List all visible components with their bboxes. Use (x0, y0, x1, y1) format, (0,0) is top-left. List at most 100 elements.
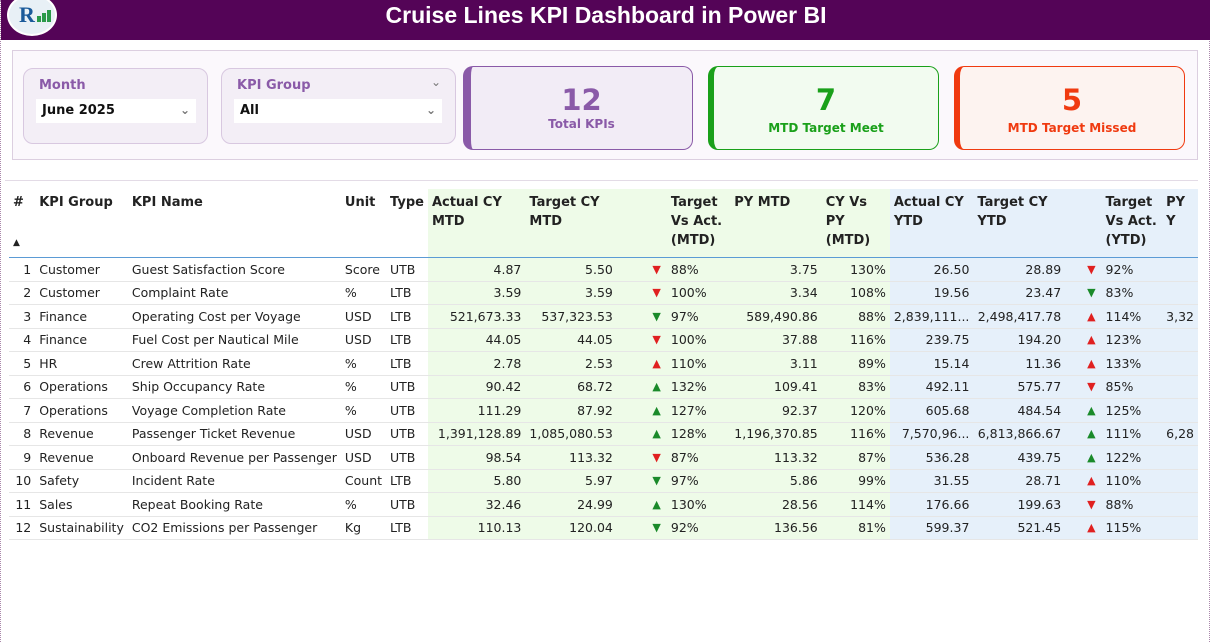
column-header-row-number[interactable]: # ▲ (9, 189, 36, 258)
table-row[interactable]: 1 Customer Guest Satisfaction Score Score UT… (9, 257, 1198, 282)
actual-cy-ytd-cell: 605.68 (889, 398, 974, 423)
target-vs-act-mtd-cell: 130% (666, 492, 731, 517)
table-row[interactable]: 9 Revenue Onboard Revenue per Passenger USD… (9, 445, 1198, 470)
total-kpis-label: Total KPIs (548, 117, 615, 131)
column-header-py-mtd[interactable]: PY MTD (730, 189, 822, 258)
table-row[interactable]: 3 Finance Operating Cost per Voyage USD LTB 5… (9, 304, 1198, 329)
unit-cell: USD (340, 304, 387, 329)
month-label: Month (39, 78, 86, 93)
kpi-group-cell: Operations (35, 375, 128, 399)
ytd-status-arrow-cell: ▲ (1065, 445, 1102, 470)
target-vs-act-ytd-cell: 133% (1101, 351, 1163, 376)
row-number-cell: 3 (9, 304, 36, 329)
actual-cy-ytd-cell: 536.28 (889, 445, 974, 470)
actual-cy-mtd-cell: 90.42 (427, 375, 526, 399)
column-header-cy-vs-py-mtd[interactable]: CY Vs PY (MTD) (821, 189, 890, 258)
unit-cell: Count (340, 469, 387, 493)
kpi-group-dropdown[interactable]: All ⌄ (234, 99, 442, 123)
table-row[interactable]: 7 Operations Voyage Completion Rate% UTB 111… (9, 398, 1198, 423)
actual-cy-mtd-cell: 44.05 (427, 328, 526, 352)
actual-cy-mtd-cell: 4.87 (427, 257, 526, 282)
column-header-target-cy-mtd[interactable]: Target CY MTD (525, 189, 617, 258)
row-number-cell: 12 (9, 516, 36, 540)
target-vs-act-mtd-cell: 97% (666, 469, 731, 493)
mtd-target-meet-card: 7 MTD Target Meet (708, 66, 939, 150)
table-row[interactable]: 10 Safety Incident Rate Count LTB 5.80 5.97 ▼ 97… (9, 469, 1198, 493)
triangle-down-icon: ▼ (652, 521, 661, 535)
target-cy-mtd-cell: 113.32 (525, 445, 617, 470)
target-cy-mtd-cell: 120.04 (525, 516, 617, 540)
month-dropdown[interactable]: June 2025 ⌄ (36, 99, 196, 123)
py-ytd-cell (1162, 445, 1198, 470)
type-cell: UTB (386, 398, 428, 423)
kpi-name-cell: Repeat Booking Rate (127, 492, 341, 517)
kpi-group-label: KPI Group (237, 78, 311, 93)
table-row[interactable]: 4 Finance Fuel Cost per Nautical Mile USD LT… (9, 328, 1198, 352)
column-header-py-ytd[interactable]: PY Y (1162, 189, 1198, 258)
column-header-unit[interactable]: Unit (340, 189, 387, 258)
cy-vs-py-mtd-cell: 83% (821, 375, 890, 399)
row-number-cell: 11 (9, 492, 36, 517)
triangle-down-icon: ▼ (1087, 262, 1096, 276)
ytd-status-arrow-cell: ▼ (1065, 257, 1102, 282)
target-vs-act-ytd-cell: 115% (1101, 516, 1163, 540)
type-cell: LTB (386, 516, 428, 540)
target-cy-ytd-cell: 439.75 (973, 445, 1066, 470)
mtd-status-arrow-cell: ▼ (616, 328, 667, 352)
table-row[interactable]: 8 Revenue Passenger Ticket Revenue USD UTB 1,… (9, 422, 1198, 446)
kpi-group-slicer[interactable]: KPI Group ⌄ All ⌄ (221, 68, 456, 144)
actual-cy-mtd-cell: 521,673.33 (427, 304, 526, 329)
target-cy-mtd-cell: 68.72 (525, 375, 617, 399)
ytd-status-arrow-cell: ▼ (1065, 281, 1102, 305)
table-row[interactable]: 2 Customer Complaint Rate% LTB 3.59 3.59 ▼ 100%… (9, 281, 1198, 305)
column-header-ytd-status-arrow[interactable] (1065, 189, 1102, 258)
py-mtd-cell: 3.11 (730, 351, 822, 376)
target-vs-act-mtd-cell: 97% (666, 304, 731, 329)
target-cy-mtd-cell: 5.97 (525, 469, 617, 493)
kpi-group-cell: Safety (35, 469, 128, 493)
triangle-down-icon: ▼ (1087, 497, 1096, 511)
chevron-down-icon[interactable]: ⌄ (430, 75, 441, 89)
kpi-name-cell: Guest Satisfaction Score (127, 257, 341, 282)
kpi-name-cell: Passenger Ticket Revenue (127, 422, 341, 446)
mtd-status-arrow-cell: ▼ (616, 516, 667, 540)
table-row[interactable]: 6 Operations Ship Occupancy Rate% UTB 90.42 6… (9, 375, 1198, 399)
triangle-up-icon: ▲ (1087, 403, 1096, 417)
target-vs-act-mtd-cell: 132% (666, 375, 731, 399)
column-header-target-vs-act-ytd[interactable]: Target Vs Act. (YTD) (1101, 189, 1163, 258)
triangle-up-icon: ▲ (1087, 356, 1096, 370)
column-header-actual-cy-ytd[interactable]: Actual CY YTD (889, 189, 974, 258)
column-header-type[interactable]: Type (386, 189, 428, 258)
mtd-status-arrow-cell: ▲ (616, 492, 667, 517)
type-cell: LTB (386, 328, 428, 352)
py-mtd-cell: 5.86 (730, 469, 822, 493)
table-row[interactable]: 11 Sales Repeat Booking Rate% UTB 32.46 24.99… (9, 492, 1198, 517)
actual-cy-ytd-cell: 599.37 (889, 516, 974, 540)
target-cy-ytd-cell: 6,813,866.67 (973, 422, 1066, 446)
type-cell: UTB (386, 422, 428, 446)
column-header-target-vs-act-mtd[interactable]: Target Vs Act. (MTD) (666, 189, 731, 258)
py-ytd-cell: 6,28 (1162, 422, 1198, 446)
row-number-cell: 2 (9, 281, 36, 305)
column-header-kpi-group[interactable]: KPI Group (35, 189, 128, 258)
table-row[interactable]: 5 HR Crew Attrition Rate% LTB 2.78 2.53 ▲ 110% 3… (9, 351, 1198, 376)
target-cy-mtd-cell: 87.92 (525, 398, 617, 423)
kpi-group-cell: Operations (35, 398, 128, 423)
py-ytd-cell (1162, 375, 1198, 399)
row-number-cell: 8 (9, 422, 36, 446)
target-vs-act-mtd-cell: 88% (666, 257, 731, 282)
actual-cy-ytd-cell: 492.11 (889, 375, 974, 399)
page-title: Cruise Lines KPI Dashboard in Power BI (385, 2, 827, 28)
month-slicer[interactable]: Month June 2025 ⌄ (23, 68, 208, 144)
table-row[interactable]: 12 Sustainability CO2 Emissions per Passen… (9, 516, 1198, 540)
column-header-kpi-name[interactable]: KPI Name (127, 189, 341, 258)
actual-cy-mtd-cell: 1,391,128.89 (427, 422, 526, 446)
cy-vs-py-mtd-cell: 114% (821, 492, 890, 517)
unit-cell: USD (340, 328, 387, 352)
column-header-actual-cy-mtd[interactable]: Actual CY MTD (427, 189, 526, 258)
column-header-target-cy-ytd[interactable]: Target CY YTD (973, 189, 1066, 258)
sort-ascending-icon[interactable]: ▲ (13, 238, 20, 248)
triangle-up-icon: ▲ (1087, 333, 1096, 347)
column-header-mtd-status-arrow[interactable] (616, 189, 667, 258)
row-number-cell: 7 (9, 398, 36, 423)
